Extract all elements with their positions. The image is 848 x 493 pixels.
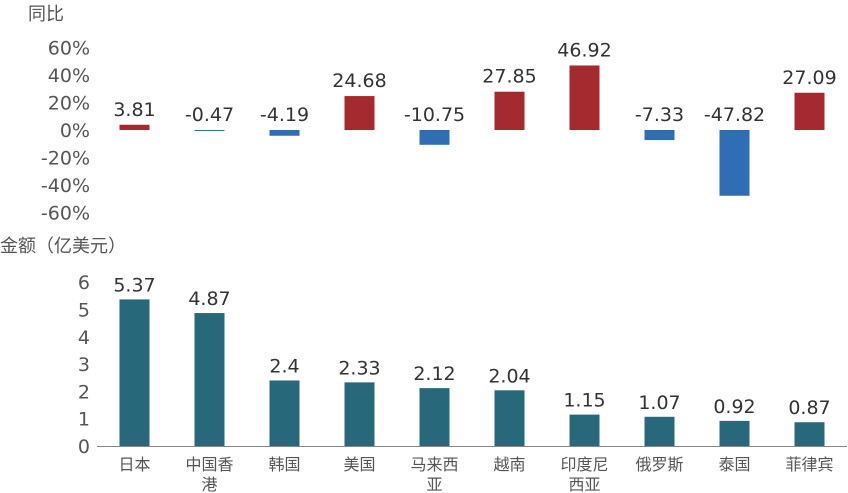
bottom-chart-x-axis-categories: 日本 中国香港 韩国 美国 马来西亚 越南 印度尼西亚 俄罗斯 泰国 菲律宾: [118, 455, 833, 493]
top-data-label: -7.33: [635, 104, 684, 126]
top-data-label: 46.92: [557, 39, 611, 61]
top-chart-data-labels: 3.81 -0.47 -4.19 24.68 -10.75 27.85 46.92 -7.33…: [113, 39, 836, 126]
bottom-bar: [719, 420, 750, 446]
top-chart-y-axis: 60% 40% 20% 0% -20% -40% -60%: [41, 38, 90, 225]
top-y-tick-label: -60%: [41, 203, 90, 225]
bottom-chart-y-axis-title: 金额（亿美元）: [0, 236, 126, 257]
bottom-y-tick-label: 2: [78, 381, 90, 403]
x-category-label: 日本: [118, 455, 150, 474]
bottom-bar: [269, 380, 300, 446]
top-data-label: -47.82: [704, 104, 765, 126]
bottom-bar: [194, 313, 225, 446]
bottom-y-tick-label: 5: [78, 300, 90, 322]
top-y-tick-label: -40%: [41, 175, 90, 197]
top-bar: [119, 124, 150, 130]
top-chart-bars: [119, 65, 825, 196]
top-data-label: -10.75: [404, 104, 465, 126]
bottom-chart-bars: [119, 299, 825, 446]
bottom-data-label: 2.33: [338, 357, 380, 379]
bottom-bar: [794, 422, 825, 446]
top-y-tick-label: 40%: [48, 65, 90, 87]
x-category-label: 中国香港: [185, 455, 233, 493]
bottom-y-tick-label: 1: [78, 409, 90, 431]
bottom-data-label: 1.15: [563, 390, 605, 412]
top-bar: [419, 130, 450, 145]
top-bar: [344, 96, 375, 130]
top-data-label: -4.19: [260, 104, 309, 126]
bottom-chart-data-labels: 5.37 4.87 2.4 2.33 2.12 2.04 1.15 1.07 0.92 0.87: [113, 274, 830, 419]
bottom-chart-y-axis: 6 5 4 3 2 1 0: [78, 272, 90, 458]
x-category-label: 菲律宾: [785, 455, 833, 474]
top-bar: [569, 65, 600, 130]
top-y-tick-label: 0%: [60, 120, 90, 142]
top-bar: [719, 130, 750, 196]
bottom-y-tick-label: 6: [78, 272, 90, 294]
bottom-y-tick-label: 0: [78, 436, 90, 458]
x-category-label: 马来西亚: [410, 455, 458, 493]
top-y-tick-label: 60%: [48, 38, 90, 60]
x-category-label: 越南: [493, 455, 525, 474]
x-category-label: 美国: [343, 455, 375, 474]
top-bar: [494, 91, 525, 130]
top-data-label: -0.47: [185, 104, 234, 126]
bottom-data-label: 2.12: [413, 363, 455, 385]
bottom-data-label: 1.07: [638, 392, 680, 414]
top-data-label: 24.68: [332, 70, 386, 92]
x-category-label: 俄罗斯: [635, 455, 683, 474]
top-y-tick-label: 20%: [48, 93, 90, 115]
bottom-data-label: 4.87: [188, 288, 230, 310]
top-data-label: 27.09: [782, 67, 836, 89]
bottom-y-tick-label: 4: [78, 327, 90, 349]
bottom-data-label: 0.92: [713, 396, 755, 418]
bottom-data-label: 5.37: [113, 274, 155, 296]
bottom-data-label: 2.04: [488, 365, 530, 387]
top-bar: [269, 130, 300, 136]
top-bar: [194, 130, 225, 131]
bottom-bar: [494, 390, 525, 446]
top-y-tick-label: -20%: [41, 148, 90, 170]
x-category-label: 印度尼西亚: [560, 455, 608, 493]
top-bar: [794, 92, 825, 130]
top-data-label: 3.81: [113, 99, 155, 121]
bottom-bar: [419, 388, 450, 446]
top-data-label: 27.85: [482, 66, 536, 88]
bottom-data-label: 2.4: [269, 355, 299, 377]
bottom-data-label: 0.87: [788, 397, 830, 419]
top-chart-y-axis-title: 同比: [28, 4, 64, 25]
bottom-bar: [569, 414, 600, 446]
top-bar: [644, 130, 675, 141]
bottom-bar: [644, 416, 675, 446]
x-category-label: 韩国: [268, 455, 300, 474]
bottom-bar: [119, 299, 150, 446]
bottom-bar: [344, 382, 375, 446]
x-category-label: 泰国: [718, 455, 750, 474]
bottom-y-tick-label: 3: [78, 354, 90, 376]
